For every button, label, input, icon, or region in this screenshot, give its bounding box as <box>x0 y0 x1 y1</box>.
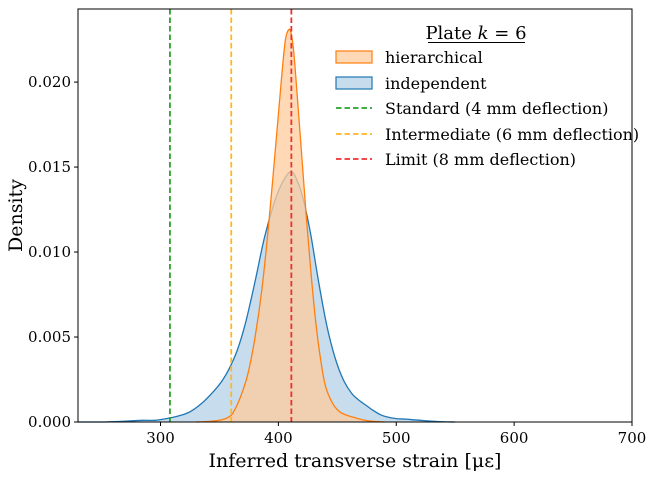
y-tick-label: 0.020 <box>28 73 71 91</box>
legend-label-hierarchical: hierarchical <box>385 48 483 67</box>
series-hierarchical-area <box>195 29 385 422</box>
legend-label-independent: independent <box>385 74 487 93</box>
x-tick-label: 500 <box>382 429 411 447</box>
y-axis-title: Density <box>5 179 27 252</box>
plot-area <box>77 9 456 423</box>
legend-swatch-independent <box>335 76 373 90</box>
plot-frame <box>77 8 633 423</box>
x-tick-label: 700 <box>618 429 647 447</box>
legend-label-limit: Limit (8 mm deflection) <box>385 150 576 169</box>
legend-label-intermediate: Intermediate (6 mm deflection) <box>385 125 639 144</box>
y-tick-label: 0.010 <box>28 243 71 261</box>
x-tick-label: 400 <box>264 429 293 447</box>
legend-label-standard: Standard (4 mm deflection) <box>385 99 608 118</box>
x-axis-ticks: 300 400 500 600 700 <box>146 422 646 447</box>
legend: Plate k = 6 hierarchical independent Sta… <box>335 23 639 169</box>
x-tick-label: 300 <box>146 429 175 447</box>
y-axis-ticks: 0.000 0.005 0.010 0.015 0.020 <box>28 73 78 431</box>
x-tick-label: 600 <box>500 429 529 447</box>
y-tick-label: 0.015 <box>28 158 71 176</box>
y-tick-label: 0.000 <box>28 413 71 431</box>
x-axis-title: Inferred transverse strain [με] <box>209 450 502 472</box>
y-tick-label: 0.005 <box>28 328 71 346</box>
legend-title: Plate k = 6 <box>425 23 526 44</box>
legend-swatch-hierarchical <box>335 50 373 64</box>
